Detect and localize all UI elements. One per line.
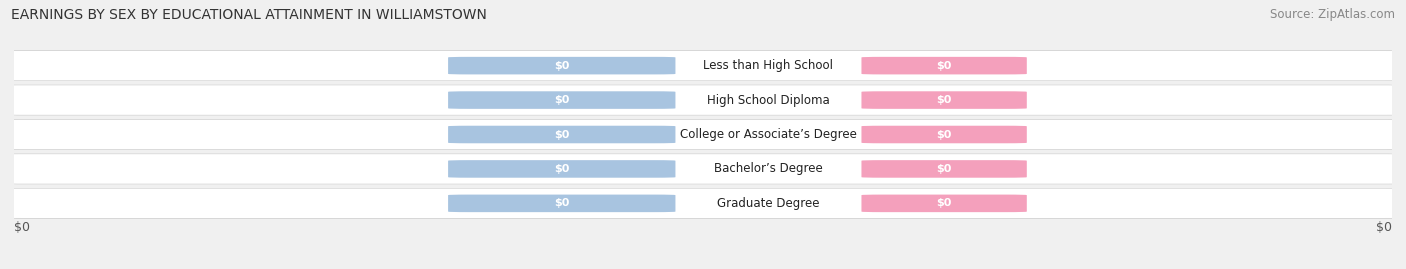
Text: $0: $0: [554, 61, 569, 71]
FancyBboxPatch shape: [449, 160, 675, 178]
FancyBboxPatch shape: [0, 120, 1406, 149]
Text: $0: $0: [1376, 221, 1392, 234]
FancyBboxPatch shape: [862, 194, 1026, 212]
Text: College or Associate’s Degree: College or Associate’s Degree: [681, 128, 856, 141]
FancyBboxPatch shape: [862, 91, 1026, 109]
Text: $0: $0: [554, 95, 569, 105]
FancyBboxPatch shape: [449, 126, 675, 143]
Text: $0: $0: [936, 198, 952, 208]
Text: $0: $0: [14, 221, 30, 234]
FancyBboxPatch shape: [0, 86, 1406, 115]
FancyBboxPatch shape: [449, 194, 675, 212]
Text: $0: $0: [554, 129, 569, 140]
FancyBboxPatch shape: [0, 51, 1406, 80]
Text: $0: $0: [554, 198, 569, 208]
FancyBboxPatch shape: [449, 91, 675, 109]
Text: $0: $0: [936, 164, 952, 174]
Text: Source: ZipAtlas.com: Source: ZipAtlas.com: [1270, 8, 1395, 21]
FancyBboxPatch shape: [0, 154, 1406, 183]
FancyBboxPatch shape: [862, 160, 1026, 178]
Text: $0: $0: [554, 164, 569, 174]
Text: Bachelor’s Degree: Bachelor’s Degree: [714, 162, 823, 175]
FancyBboxPatch shape: [862, 57, 1026, 75]
Text: $0: $0: [936, 129, 952, 140]
FancyBboxPatch shape: [862, 126, 1026, 143]
Text: $0: $0: [936, 61, 952, 71]
Text: Less than High School: Less than High School: [703, 59, 834, 72]
Text: Graduate Degree: Graduate Degree: [717, 197, 820, 210]
FancyBboxPatch shape: [0, 189, 1406, 218]
Text: High School Diploma: High School Diploma: [707, 94, 830, 107]
Text: $0: $0: [936, 95, 952, 105]
Text: EARNINGS BY SEX BY EDUCATIONAL ATTAINMENT IN WILLIAMSTOWN: EARNINGS BY SEX BY EDUCATIONAL ATTAINMEN…: [11, 8, 486, 22]
FancyBboxPatch shape: [449, 57, 675, 75]
